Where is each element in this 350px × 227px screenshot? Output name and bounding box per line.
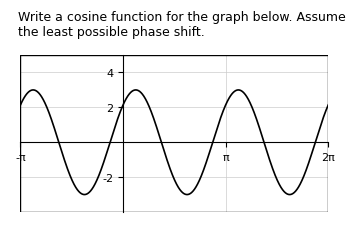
Text: Write a cosine function for the graph below. Assume the least possible phase shi: Write a cosine function for the graph be… [18, 11, 345, 39]
Bar [20, 56, 328, 212]
